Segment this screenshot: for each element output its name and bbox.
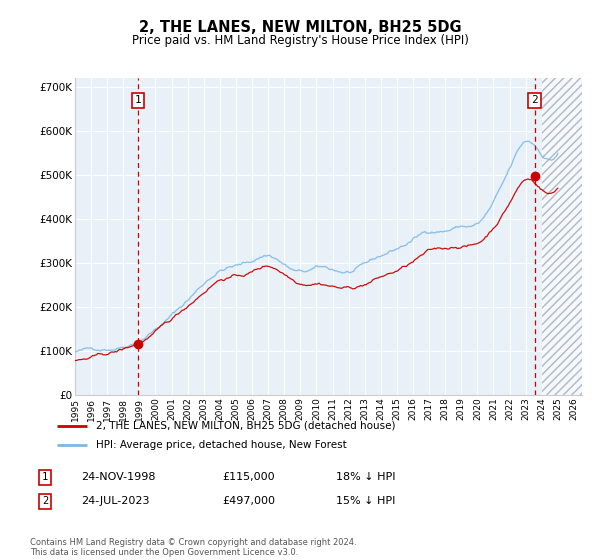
Text: HPI: Average price, detached house, New Forest: HPI: Average price, detached house, New … — [95, 440, 346, 450]
Bar — [542, 78, 582, 395]
Text: £497,000: £497,000 — [222, 496, 275, 506]
Bar — [542, 78, 582, 395]
Text: 1: 1 — [42, 472, 48, 482]
Text: 2: 2 — [42, 496, 48, 506]
Text: £115,000: £115,000 — [222, 472, 275, 482]
Text: 2: 2 — [531, 95, 538, 105]
Text: 18% ↓ HPI: 18% ↓ HPI — [336, 472, 395, 482]
Text: Price paid vs. HM Land Registry's House Price Index (HPI): Price paid vs. HM Land Registry's House … — [131, 34, 469, 46]
Text: Contains HM Land Registry data © Crown copyright and database right 2024.
This d: Contains HM Land Registry data © Crown c… — [30, 538, 356, 557]
Text: 2, THE LANES, NEW MILTON, BH25 5DG: 2, THE LANES, NEW MILTON, BH25 5DG — [139, 20, 461, 35]
Text: 15% ↓ HPI: 15% ↓ HPI — [336, 496, 395, 506]
Text: 1: 1 — [134, 95, 141, 105]
Text: 24-NOV-1998: 24-NOV-1998 — [81, 472, 155, 482]
Text: 24-JUL-2023: 24-JUL-2023 — [81, 496, 149, 506]
Text: 2, THE LANES, NEW MILTON, BH25 5DG (detached house): 2, THE LANES, NEW MILTON, BH25 5DG (deta… — [95, 421, 395, 431]
